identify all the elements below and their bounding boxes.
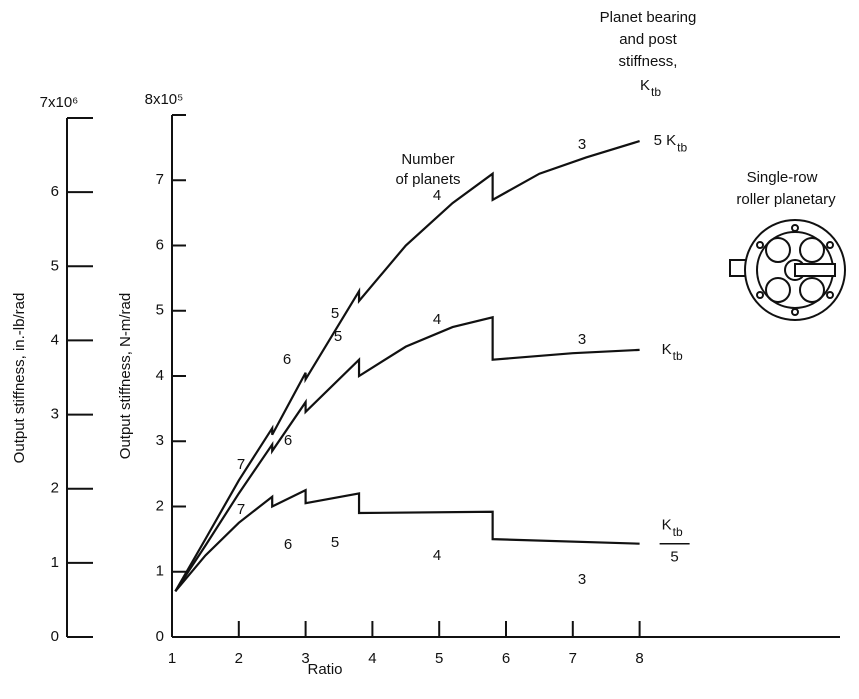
segment-label: 7	[237, 501, 245, 518]
y-tick-label: 8x10⁵	[145, 91, 184, 108]
x-tick-label: 3	[301, 650, 309, 667]
segment-label: 6	[284, 536, 292, 553]
y2-axis-label: Output stiffness, in.-lb/rad	[11, 293, 28, 464]
planetary-icon	[729, 219, 846, 321]
x-tick-label: 4	[368, 650, 376, 667]
line	[174, 315, 640, 592]
segment-label: 5	[331, 534, 339, 551]
y2-tick-label: 6	[51, 183, 59, 200]
segment-label: 4	[433, 187, 441, 204]
y2-tick-label: 7x10⁶	[40, 94, 79, 111]
series-label-den: 5	[670, 549, 678, 566]
y-tick-label: 6	[156, 236, 164, 253]
y-tick-label: 3	[156, 432, 164, 449]
series-label: K	[662, 341, 672, 358]
annotation: Number	[401, 151, 454, 168]
legend-symbol-sub: tb	[651, 85, 661, 99]
x-tick-label: 1	[168, 650, 176, 667]
segment-label: 4	[433, 547, 441, 564]
y2-tick-label: 4	[51, 331, 59, 348]
x-axis-label: Ratio	[307, 661, 342, 678]
segment-label: 6	[284, 432, 292, 449]
series-label: 5 K	[654, 132, 677, 149]
segment-label: 5	[331, 305, 339, 322]
series-label: K	[662, 517, 672, 534]
segment-label: 4	[433, 311, 441, 328]
y-tick-label: 0	[156, 628, 164, 645]
y-tick-label: 7	[156, 171, 164, 188]
y2-tick-label: 1	[51, 554, 59, 571]
segment-label: 5	[334, 328, 342, 345]
y-tick-label: 5	[156, 302, 164, 319]
legend-title: Planet bearing	[600, 9, 697, 26]
segment-label: 3	[578, 136, 586, 153]
y2-tick-label: 5	[51, 257, 59, 274]
x-tick-label: 2	[235, 650, 243, 667]
legend-symbol: K	[640, 77, 650, 94]
line	[174, 488, 640, 593]
segment-label: 7	[237, 456, 245, 473]
y2-tick-label: 2	[51, 480, 59, 497]
x-tick-label: 8	[635, 650, 643, 667]
y2-tick-label: 3	[51, 406, 59, 423]
y-tick-label: 1	[156, 563, 164, 580]
y-axis-label: Output stiffness, N-m/rad	[117, 293, 134, 459]
segment-label: 3	[578, 571, 586, 588]
series-label-sub: tb	[673, 349, 683, 363]
segment-label: 6	[283, 351, 291, 368]
x-tick-label: 7	[569, 650, 577, 667]
legend-title: and post	[619, 31, 677, 48]
legend-title: stiffness,	[619, 53, 678, 70]
y2-tick-label: 0	[51, 628, 59, 645]
y-tick-label: 4	[156, 367, 164, 384]
inset-caption: Single-row	[747, 169, 818, 186]
segment-label: 3	[578, 331, 586, 348]
line	[174, 140, 640, 592]
x-tick-label: 5	[435, 650, 443, 667]
y-tick-label: 2	[156, 497, 164, 514]
x-tick-label: 6	[502, 650, 510, 667]
annotation: of planets	[395, 171, 460, 188]
series-label-sub: tb	[677, 140, 687, 154]
series-label-sub: tb	[673, 525, 683, 539]
inset-caption: roller planetary	[736, 191, 836, 208]
